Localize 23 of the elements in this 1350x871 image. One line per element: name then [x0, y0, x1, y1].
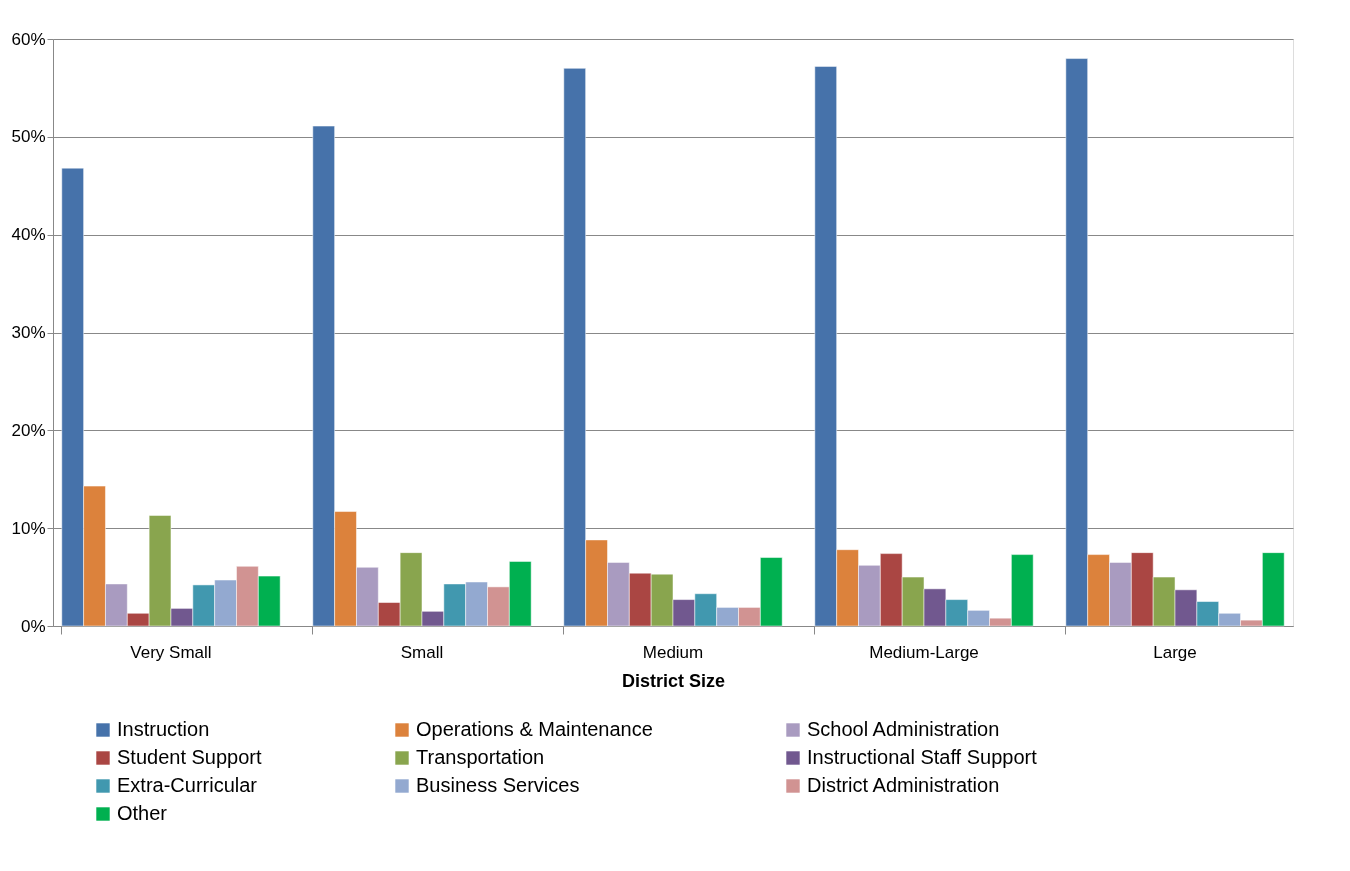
legend-label: Operations & Maintenance	[416, 718, 653, 740]
x-tick-label: Medium-Large	[869, 642, 979, 662]
legend-label: Extra-Curricular	[117, 774, 258, 796]
x-tick-label: Medium	[642, 642, 704, 662]
x-tick-label: Small	[400, 642, 444, 662]
y-tick-label: 50%	[11, 127, 46, 147]
legend-label: Business Services	[416, 774, 580, 796]
legend-label: Student Support	[117, 746, 262, 768]
legend-label: Instruction	[117, 718, 210, 740]
legend-label: Instructional Staff Support	[807, 746, 1038, 768]
x-axis-title: District Size	[621, 670, 726, 691]
legend-label: School Administration	[807, 718, 1000, 740]
y-tick-label: 10%	[11, 518, 46, 538]
y-tick-label: 40%	[11, 225, 46, 245]
y-tick-label: 60%	[11, 29, 46, 49]
y-tick-label: 0%	[20, 616, 46, 636]
legend-label: Other	[117, 802, 168, 824]
y-tick-label: 30%	[11, 323, 46, 342]
legend-label: District Administration	[807, 774, 1000, 796]
x-tick-label: Very Small	[130, 642, 212, 662]
y-tick-label: 20%	[11, 420, 46, 440]
legend-label: Transportation	[416, 746, 545, 768]
x-tick-label: Large	[1153, 642, 1197, 662]
